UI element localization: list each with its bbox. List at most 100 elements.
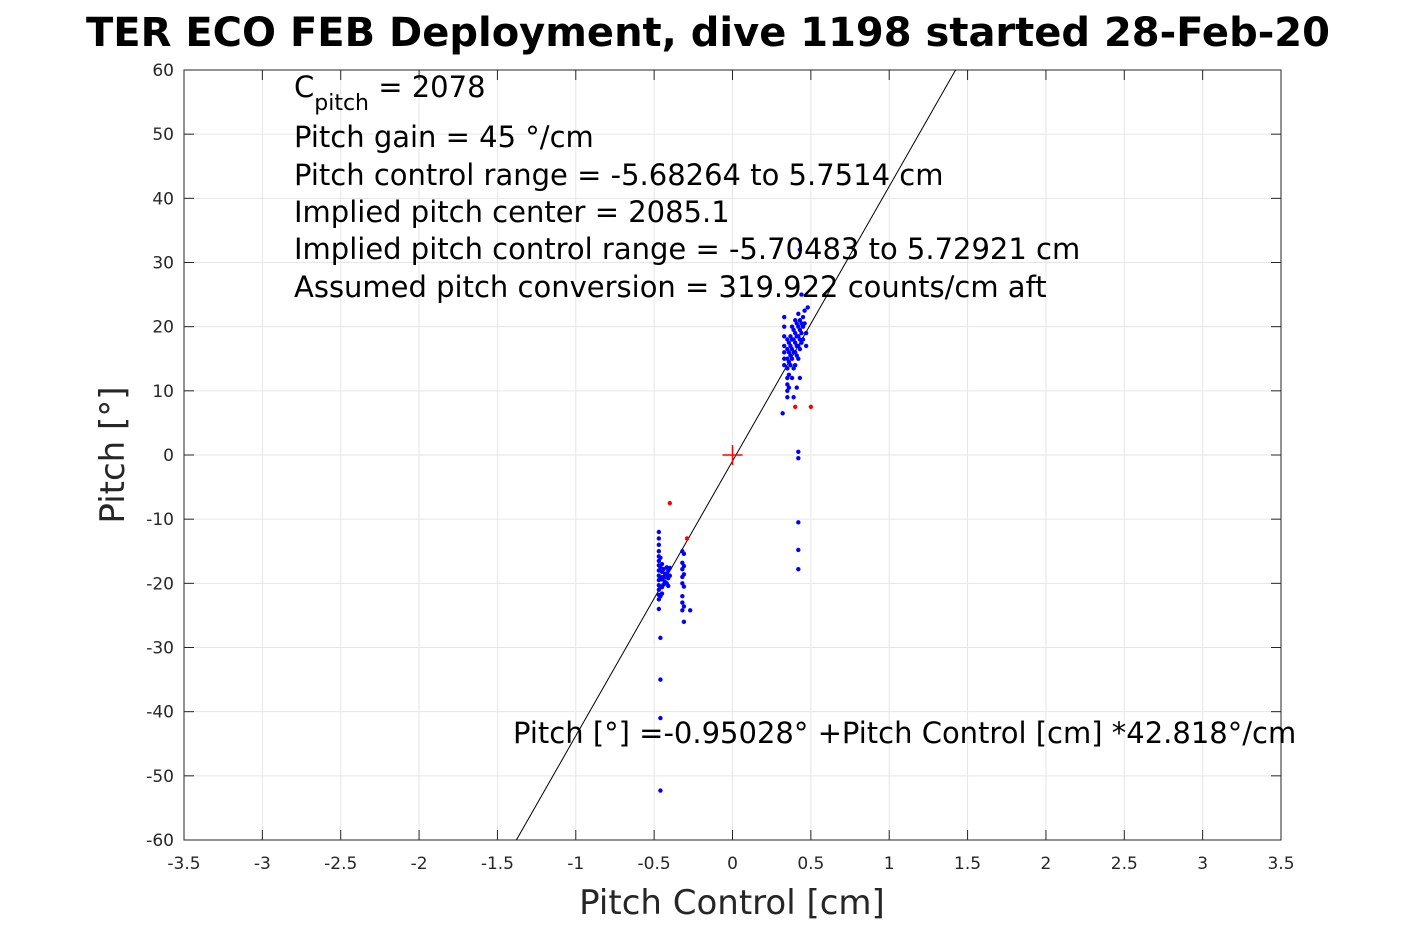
x-tick-label: 3 bbox=[1197, 854, 1208, 874]
data-point-blue bbox=[789, 356, 795, 361]
x-axis-label: Pitch Control [cm] bbox=[579, 883, 885, 923]
data-point-blue bbox=[681, 551, 687, 557]
data-point-blue bbox=[796, 567, 801, 572]
data-point-blue bbox=[788, 362, 793, 368]
data-point-blue bbox=[658, 788, 663, 793]
data-point-blue bbox=[782, 314, 787, 320]
data-point-blue bbox=[805, 305, 810, 310]
x-tick-label: 0 bbox=[727, 854, 738, 874]
data-point-blue bbox=[785, 395, 790, 400]
data-point-blue bbox=[680, 600, 685, 605]
data-point-blue bbox=[796, 520, 801, 525]
y-axis-label: Pitch [°] bbox=[93, 386, 133, 523]
data-point-blue bbox=[786, 385, 792, 390]
data-point-blue bbox=[803, 343, 809, 349]
y-tick-label: -60 bbox=[146, 831, 174, 851]
data-point-blue bbox=[656, 549, 662, 554]
center-marker-group bbox=[722, 445, 743, 465]
x-tick-label: -3 bbox=[254, 854, 271, 874]
data-point-blue bbox=[681, 619, 687, 625]
y-tick-label: -10 bbox=[146, 510, 174, 530]
y-tick-label: -20 bbox=[146, 574, 174, 594]
data-point-blue bbox=[782, 324, 787, 329]
data-point-blue bbox=[681, 604, 687, 609]
c-pitch-annotation: Cpitch = 2078 bbox=[294, 70, 486, 116]
data-point-blue bbox=[680, 593, 685, 599]
data-point-blue bbox=[797, 247, 803, 252]
data-point-blue bbox=[780, 411, 785, 416]
data-point-blue bbox=[658, 555, 663, 560]
x-tick-label: 3.5 bbox=[1267, 854, 1294, 874]
x-tick-label: -1 bbox=[567, 854, 584, 874]
chart-title: TER ECO FEB Deployment, dive 1198 starte… bbox=[86, 10, 1330, 56]
data-point-blue bbox=[796, 456, 801, 461]
data-point-red bbox=[667, 500, 673, 506]
data-point-blue bbox=[656, 529, 662, 535]
data-point-blue bbox=[681, 584, 687, 589]
data-point-blue bbox=[782, 334, 787, 339]
data-point-blue bbox=[667, 573, 673, 578]
x-tick-label: -0.5 bbox=[638, 854, 671, 874]
data-point-blue bbox=[800, 337, 806, 342]
data-point-blue bbox=[797, 375, 803, 381]
data-point-blue bbox=[681, 563, 687, 569]
data-point-blue bbox=[785, 366, 790, 371]
data-point-red bbox=[684, 536, 690, 541]
data-point-blue bbox=[789, 375, 795, 381]
data-point-blue bbox=[799, 330, 804, 336]
x-tick-label: -3.5 bbox=[167, 854, 200, 874]
control-range-annotation: Pitch control range = -5.68264 to 5.7514… bbox=[294, 158, 943, 192]
y-tick-label: 0 bbox=[163, 446, 174, 466]
data-point-blue bbox=[802, 308, 807, 313]
y-tick-label: 50 bbox=[152, 125, 174, 145]
y-tick-label: -50 bbox=[146, 767, 174, 787]
data-point-blue bbox=[794, 385, 799, 390]
data-point-blue bbox=[792, 362, 798, 368]
data-point-blue bbox=[791, 395, 796, 400]
data-point-blue bbox=[796, 547, 801, 553]
data-point-blue bbox=[656, 606, 662, 612]
pitch-gain-annotation: Pitch gain = 45 °/cm bbox=[294, 120, 594, 154]
data-point-blue bbox=[782, 343, 787, 349]
x-tick-label: 1 bbox=[884, 854, 895, 874]
data-point-blue bbox=[802, 321, 807, 326]
data-point-blue bbox=[658, 677, 663, 682]
data-point-red bbox=[792, 404, 798, 410]
data-point-blue bbox=[782, 356, 787, 361]
data-point-blue bbox=[786, 372, 792, 377]
conversion-annotation: Assumed pitch conversion = 319.922 count… bbox=[294, 270, 1047, 304]
data-point-blue bbox=[666, 583, 671, 589]
data-point-blue bbox=[797, 346, 803, 352]
data-point-blue bbox=[782, 362, 787, 368]
data-point-blue bbox=[656, 536, 662, 541]
data-point-blue bbox=[659, 591, 665, 596]
data-point-blue bbox=[656, 542, 662, 548]
data-point-blue bbox=[803, 330, 809, 336]
data-point-blue bbox=[800, 314, 806, 320]
data-point-blue bbox=[680, 608, 685, 613]
y-tick-label: -40 bbox=[146, 703, 174, 723]
implied-range-annotation: Implied pitch control range = -5.70483 t… bbox=[294, 232, 1080, 266]
x-tick-label: -1.5 bbox=[481, 854, 514, 874]
x-tick-label: -2.5 bbox=[324, 854, 357, 874]
data-point-blue bbox=[659, 561, 665, 567]
data-point-blue bbox=[796, 356, 801, 361]
data-point-blue bbox=[782, 350, 787, 355]
x-tick-label: 1.5 bbox=[954, 854, 981, 874]
y-tick-label: 40 bbox=[152, 189, 174, 209]
y-tick-label: 60 bbox=[152, 61, 174, 81]
data-point-blue bbox=[796, 449, 801, 454]
data-point-red bbox=[808, 404, 814, 410]
data-point-blue bbox=[687, 608, 693, 613]
data-point-blue bbox=[658, 635, 663, 641]
y-tick-label: 10 bbox=[152, 382, 174, 402]
x-tick-label: -2 bbox=[411, 854, 428, 874]
data-point-blue bbox=[658, 715, 663, 721]
data-point-blue bbox=[667, 565, 673, 571]
data-points bbox=[656, 247, 814, 793]
data-point-blue bbox=[681, 572, 687, 577]
x-tick-label: 2 bbox=[1041, 854, 1052, 874]
data-point-blue bbox=[799, 292, 804, 297]
y-tick-label: -30 bbox=[146, 639, 174, 659]
